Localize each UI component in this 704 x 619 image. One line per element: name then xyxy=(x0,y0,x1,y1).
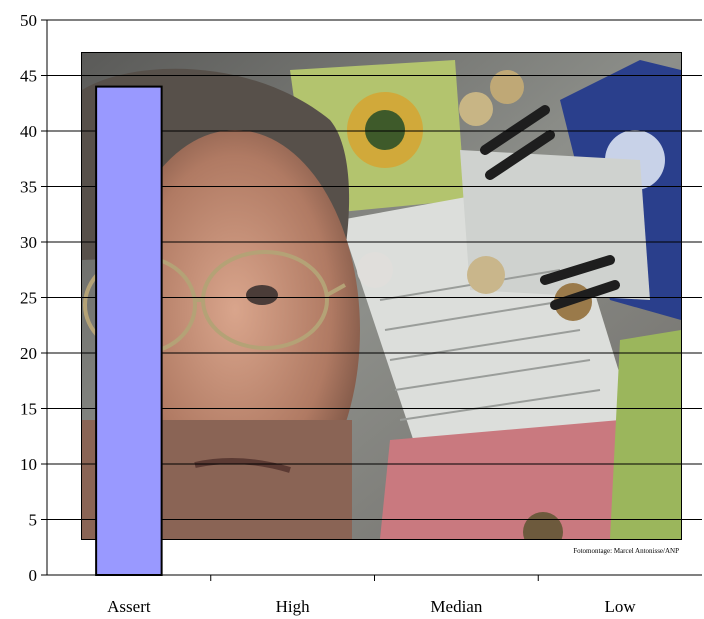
y-tick-label: 15 xyxy=(20,400,37,419)
y-tick-label: 20 xyxy=(20,344,37,363)
y-tick-label: 45 xyxy=(20,67,37,86)
photo-credit: Fotomontage: Marcel Antonisse/ANP xyxy=(573,547,679,555)
axes xyxy=(41,19,702,581)
gridlines xyxy=(47,19,702,520)
x-tick-label: Assert xyxy=(107,597,151,616)
background-photo: Fotomontage: Marcel Antonisse/ANP xyxy=(81,52,682,555)
y-tick-labels: 0 5 10 15 20 25 30 35 40 45 50 xyxy=(20,11,37,585)
y-tick-label: 30 xyxy=(20,233,37,252)
bars xyxy=(95,85,163,576)
y-tick-label: 25 xyxy=(20,289,37,308)
y-tick-label: 10 xyxy=(20,455,37,474)
y-tick-label: 35 xyxy=(20,178,37,197)
bar-assert xyxy=(95,85,163,576)
x-tick-label: Median xyxy=(430,597,482,616)
x-tick-labels: Assert High Median Low xyxy=(107,597,636,616)
y-tick-label: 5 xyxy=(29,511,38,530)
x-tick-label: High xyxy=(276,597,311,616)
x-tick-label: Low xyxy=(605,597,637,616)
y-tick-label: 0 xyxy=(29,566,38,585)
y-tick-label: 40 xyxy=(20,122,37,141)
y-tick-label: 50 xyxy=(20,11,37,30)
